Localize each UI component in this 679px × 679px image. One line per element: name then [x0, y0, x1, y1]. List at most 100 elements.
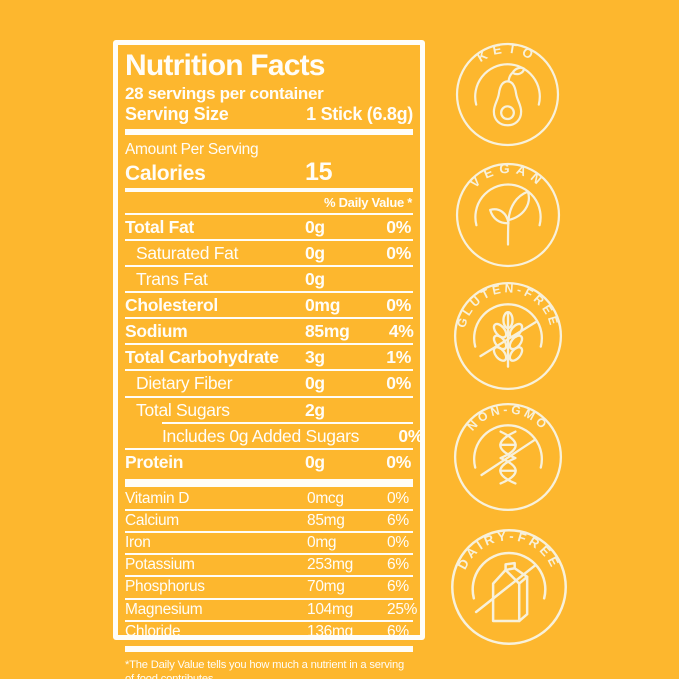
nutrient-name: Sodium: [125, 321, 188, 342]
nutrient-daily-value: 4%: [388, 321, 414, 342]
mineral-name: Calcium: [125, 512, 179, 530]
badge-inner-arc: [473, 303, 543, 348]
nutrient-daily-value: 0%: [386, 216, 411, 237]
nutrient-amount: 0g: [305, 451, 325, 472]
mineral-row-vitamin-d: Vitamin D 0mcg 0%: [125, 489, 413, 509]
nutrient-row-total-sugars: Total Sugars 2g: [125, 395, 413, 422]
divider-medium: [125, 187, 413, 192]
nutrient-name: Dietary Fiber: [136, 373, 233, 394]
nutrient-amount: 3g: [305, 347, 325, 368]
sprout-icon: [489, 190, 530, 246]
nutrient-amount: 0g: [305, 373, 325, 394]
badge-label: KETO: [474, 42, 540, 65]
nutrient-row-trans-fat: Trans Fat 0g: [125, 264, 413, 291]
serving-size-label: Serving Size: [125, 104, 229, 125]
nutrient-row-protein: Protein 0g 0%: [125, 447, 413, 474]
nutrient-daily-value: 0%: [386, 242, 411, 263]
servings-per-container: 28 servings per container: [125, 83, 324, 103]
badge-inner-arc: [471, 551, 547, 600]
badge-inner-arc: [474, 63, 541, 106]
mineral-row-calcium: Calcium 85mg 6%: [125, 509, 413, 531]
nutrient-amount: 0mg: [305, 295, 341, 316]
badge-label: VEGAN: [467, 162, 549, 191]
mineral-row-iron: Iron 0mg 0%: [125, 531, 413, 553]
badge-inner-arc: [474, 183, 542, 227]
nutrient-row-added-sugars: Includes 0g Added Sugars 0%: [162, 421, 423, 448]
mineral-amount: 0mg: [307, 534, 337, 552]
mineral-amount: 253mg: [307, 556, 353, 574]
nutrient-name: Includes 0g Added Sugars: [162, 425, 360, 446]
nutrient-row-saturated-fat: Saturated Fat 0g 0%: [125, 238, 413, 265]
serving-size-value: 1 Stick (6.8g): [306, 104, 413, 125]
badge-outer-circle: [453, 281, 563, 391]
avocado-icon: [492, 66, 526, 127]
nutrient-row-dietary-fiber: Dietary Fiber 0g 0%: [125, 369, 413, 395]
nutrient-name: Saturated Fat: [136, 242, 239, 263]
mineral-amount: 70mg: [307, 578, 345, 596]
mineral-amount: 136mg: [307, 622, 353, 640]
badge-dairy-free: DAIRY-FREE: [451, 528, 567, 645]
badge-outer-circle: [455, 162, 561, 268]
nutrient-amount: 0g: [305, 216, 325, 237]
badge-inner-arc: [473, 424, 543, 469]
daily-value-footnote: *The Daily Value tells you how much a nu…: [125, 658, 413, 679]
nutrient-name: Cholesterol: [125, 295, 218, 316]
mineral-name: Phosphorus: [125, 578, 205, 596]
divider-thick: [125, 478, 413, 487]
divider-thick: [125, 129, 413, 136]
footnote-line: *The Daily Value tells you how much a nu…: [125, 658, 405, 679]
badge-non-gmo: NON-GMO: [453, 402, 563, 512]
nutrient-daily-value: 0%: [398, 425, 424, 446]
mineral-daily-value: 25%: [387, 600, 418, 618]
badge-outer-circle: [453, 402, 563, 512]
milk-carton-crossed-icon: [474, 561, 537, 623]
mineral-daily-value: 0%: [387, 534, 409, 552]
badge-keto: KETO: [455, 42, 560, 147]
daily-value-header: % Daily Value *: [324, 194, 412, 210]
divider-thick: [125, 645, 413, 652]
mineral-row-potassium: Potassium 253mg 6%: [125, 553, 413, 575]
mineral-amount: 0mcg: [307, 489, 344, 507]
badge-outer-circle: [455, 42, 560, 147]
badge-outer-circle: [451, 529, 567, 645]
nutrient-name: Total Fat: [125, 216, 194, 237]
nutrient-row-sodium: Sodium 85mg 4%: [125, 317, 414, 343]
mineral-daily-value: 0%: [387, 489, 409, 507]
mineral-row-magnesium: Magnesium 104mg 25%: [125, 597, 417, 620]
nutrient-amount: 0g: [305, 268, 325, 289]
badge-label: DAIRY-FREE: [454, 528, 563, 572]
mineral-daily-value: 6%: [387, 512, 409, 530]
nutrient-name: Total Sugars: [136, 399, 230, 420]
nutrition-facts-title: Nutrition Facts: [125, 49, 325, 82]
mineral-daily-value: 6%: [387, 622, 409, 640]
calories-row: Calories 15: [125, 157, 413, 186]
nutrient-daily-value: 0%: [386, 295, 411, 316]
mineral-amount: 85mg: [307, 512, 345, 530]
mineral-name: Iron: [125, 534, 151, 552]
nutrient-name: Trans Fat: [136, 268, 208, 289]
nutrient-row-total-carbohydrate: Total Carbohydrate 3g 1%: [125, 343, 413, 369]
calories-value: 15: [305, 157, 333, 186]
nutrient-amount: 0g: [305, 242, 325, 263]
badge-gluten-free: GLUTEN-FREE: [453, 281, 563, 391]
nutrition-facts-panel: Nutrition Facts 28 servings per containe…: [113, 40, 425, 679]
nutrient-name: Protein: [125, 451, 184, 472]
wheat-crossed-icon: [479, 311, 537, 368]
mineral-row-phosphorus: Phosphorus 70mg 6%: [125, 575, 413, 597]
mineral-amount: 104mg: [307, 600, 353, 618]
nutrient-daily-value: 0%: [386, 373, 411, 394]
nutrient-daily-value: 0%: [386, 451, 411, 472]
mineral-name: Vitamin D: [125, 489, 190, 507]
badge-label: NON-GMO: [464, 402, 551, 433]
mineral-daily-value: 6%: [387, 578, 409, 596]
mineral-name: Chloride: [125, 622, 181, 640]
nutrient-amount: 2g: [305, 399, 325, 420]
badge-vegan: VEGAN: [455, 162, 561, 268]
nutrient-row-cholesterol: Cholesterol 0mg 0%: [125, 291, 413, 317]
nutrient-amount: 85mg: [305, 321, 350, 342]
serving-size-row: Serving Size 1 Stick (6.8g): [125, 104, 413, 125]
calories-label: Calories: [125, 161, 206, 185]
mineral-daily-value: 6%: [387, 556, 409, 574]
nutrient-name: Total Carbohydrate: [125, 347, 279, 368]
